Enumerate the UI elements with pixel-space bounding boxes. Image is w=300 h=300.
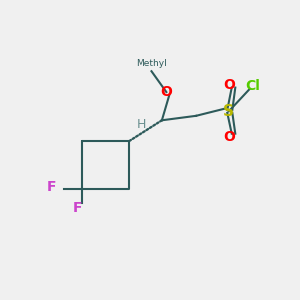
Text: O: O <box>223 130 235 144</box>
Text: Methyl: Methyl <box>136 59 167 68</box>
Text: F: F <box>47 180 57 194</box>
Text: O: O <box>160 85 172 99</box>
Text: Cl: Cl <box>245 79 260 93</box>
Text: H: H <box>136 118 146 131</box>
Text: F: F <box>72 201 82 215</box>
Text: O: O <box>223 78 235 92</box>
Text: S: S <box>223 104 234 119</box>
